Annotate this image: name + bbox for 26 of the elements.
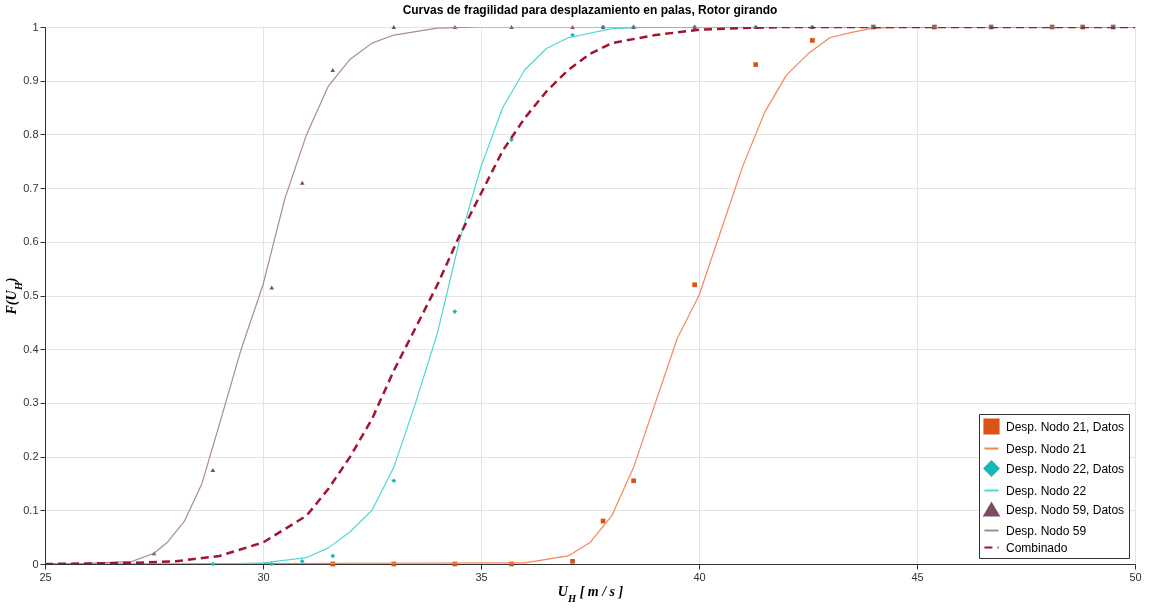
y-tick-label: 0.5	[23, 289, 39, 301]
x-tick-label: 35	[475, 570, 488, 583]
x-tick-label: 45	[911, 570, 924, 583]
chart-title: Curvas de fragilidad para desplazamiento en palas, Rotor girando	[402, 3, 778, 17]
y-tick-label: 0.4	[23, 342, 39, 355]
y-tick-label: 1	[32, 20, 39, 33]
x-tick-label: 30	[257, 570, 270, 583]
y-tick-label: 0.8	[23, 127, 39, 140]
y-tick-label: 0.7	[23, 181, 39, 194]
x-tick-label: 50	[1129, 570, 1142, 583]
x-tick-label: 25	[39, 570, 52, 583]
x-axis-title: U$_{H}$ [ m / s ]	[557, 583, 624, 603]
legend-label: Desp. Nodo 21	[1006, 441, 1087, 456]
legend-label: Desp. Nodo 59, Datos	[1006, 502, 1125, 517]
x-tick-label: 40	[693, 570, 706, 583]
y-tick-label: 0.1	[23, 503, 39, 516]
y-tick-label: 0	[32, 557, 39, 570]
legend-label: Desp. Nodo 59	[1006, 523, 1087, 538]
legend-label: Desp. Nodo 22, Datos	[1006, 461, 1125, 476]
y-tick-label: 0.2	[23, 450, 39, 463]
y-tick-label: 0.3	[23, 396, 39, 409]
legend-label: Combinado	[1006, 540, 1068, 555]
y-tick-label: 0.9	[23, 74, 39, 87]
y-tick-label: 0.6	[23, 235, 39, 248]
legend-label: Desp. Nodo 21, Datos	[1006, 419, 1125, 434]
legend-label: Desp. Nodo 22	[1006, 483, 1087, 498]
